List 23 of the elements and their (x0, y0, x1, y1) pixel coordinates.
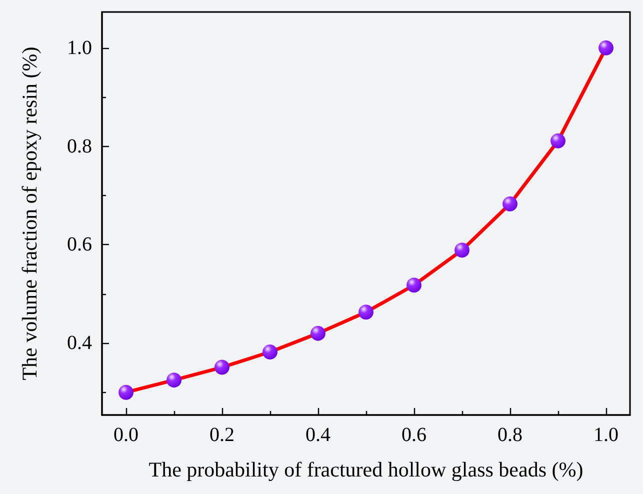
x-tick-label: 0.0 (114, 424, 138, 446)
y-tick-label: 0.4 (67, 332, 92, 354)
x-tick-label: 0.8 (498, 424, 522, 446)
y-axis-title: The volume fraction of epoxy resin (%) (18, 46, 42, 380)
point (502, 196, 518, 212)
point (358, 304, 374, 320)
x-axis-title: The probability of fractured hollow glass beads (%) (148, 458, 584, 482)
point (310, 326, 326, 341)
x-tick-label: 1.0 (594, 424, 618, 446)
y-tick-label: 1.0 (67, 36, 92, 59)
point (598, 40, 614, 56)
point (454, 242, 470, 258)
x-tick-label: 0.2 (210, 424, 234, 446)
y-tick-label: 0.6 (67, 234, 92, 256)
point (166, 372, 182, 388)
point (262, 344, 278, 360)
point (406, 278, 422, 293)
y-tick-label: 0.8 (67, 135, 92, 158)
point (214, 360, 230, 375)
point (550, 133, 566, 148)
x-tick-label: 0.4 (306, 424, 330, 446)
x-tick-label: 0.6 (402, 424, 426, 446)
point (118, 384, 134, 400)
